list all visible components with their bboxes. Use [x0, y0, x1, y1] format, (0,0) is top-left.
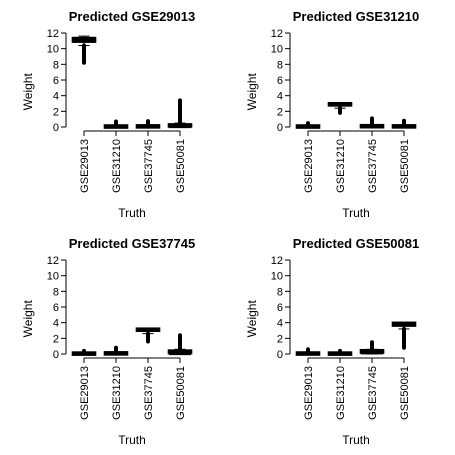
y-tick-label: 2 [53, 333, 59, 345]
panel-4: Predicted GSE50081 0 2 4 6 8 10 12 Weight GSE2901… [245, 236, 419, 447]
y-tick-label: 8 [53, 286, 59, 298]
y-tick-label: 10 [271, 271, 283, 283]
box-GSE50081 [167, 333, 193, 356]
y-tick-label: 8 [53, 59, 59, 71]
y-tick-label: 8 [277, 59, 283, 71]
y-tick-label: 6 [53, 302, 59, 314]
y-tick-label: 4 [53, 318, 59, 330]
panel-title: Predicted GSE50081 [293, 236, 419, 251]
panel-title: Predicted GSE37745 [69, 236, 195, 251]
x-tick-label: GSE31210 [335, 366, 347, 420]
y-tick-label: 6 [277, 302, 283, 314]
x-tick-label: GSE37745 [367, 366, 379, 420]
x-axis-label: Truth [342, 206, 370, 220]
x-tick-label: GSE50081 [399, 366, 411, 420]
y-tick-label: 0 [53, 122, 59, 134]
box-GSE29013 [71, 35, 97, 65]
panel-1: Predicted GSE29013 0 2 4 6 8 10 12 Weight GSE2901… [21, 9, 195, 220]
x-tick-label: GSE29013 [79, 366, 91, 420]
y-tick-label: 10 [271, 44, 283, 56]
panel-title: Predicted GSE31210 [293, 9, 419, 24]
y-tick-label: 2 [277, 106, 283, 118]
y-axis-label: Weight [21, 300, 35, 338]
y-tick-label: 4 [53, 91, 59, 103]
y-tick-label: 12 [47, 28, 59, 40]
box-GSE50081 [167, 98, 193, 129]
x-tick-label: GSE37745 [143, 366, 155, 420]
y-tick-label: 4 [277, 318, 283, 330]
panel-2: Predicted GSE31210 0 2 4 6 8 10 12 Weight GSE2901… [245, 9, 419, 220]
box-GSE37745 [359, 340, 385, 355]
x-tick-label: GSE31210 [111, 139, 123, 193]
box-GSE50081 [391, 118, 417, 129]
y-tick-label: 6 [277, 75, 283, 87]
box-GSE31210 [327, 348, 353, 356]
x-tick-label: GSE37745 [367, 139, 379, 193]
x-tick-label: GSE31210 [335, 139, 347, 193]
y-tick-label: 2 [53, 106, 59, 118]
x-axis-label: Truth [342, 433, 370, 447]
y-tick-label: 10 [47, 44, 59, 56]
box-GSE31210 [327, 101, 353, 115]
y-tick-label: 12 [271, 28, 283, 40]
y-tick-label: 4 [277, 91, 283, 103]
x-tick-label: GSE31210 [111, 366, 123, 420]
y-tick-label: 0 [53, 349, 59, 361]
x-axis-label: Truth [118, 433, 146, 447]
x-tick-label: GSE50081 [175, 139, 187, 193]
box-GSE31210 [103, 345, 129, 356]
x-axis-label: Truth [118, 206, 146, 220]
box-GSE29013 [295, 347, 321, 356]
panel-title: Predicted GSE29013 [69, 9, 195, 24]
y-tick-label: 0 [277, 349, 283, 361]
box-GSE50081 [391, 321, 417, 350]
y-tick-label: 0 [277, 122, 283, 134]
y-axis-label: Weight [21, 73, 35, 111]
box-GSE29013 [295, 121, 321, 129]
y-tick-label: 12 [271, 255, 283, 267]
x-tick-label: GSE29013 [303, 366, 315, 420]
y-tick-label: 8 [277, 286, 283, 298]
box-GSE37745 [135, 327, 161, 344]
y-axis-label: Weight [245, 73, 259, 111]
x-tick-label: GSE50081 [175, 366, 187, 420]
y-tick-label: 2 [277, 333, 283, 345]
box-GSE31210 [103, 119, 129, 129]
x-tick-label: GSE29013 [303, 139, 315, 193]
y-tick-label: 12 [47, 255, 59, 267]
box-GSE37745 [359, 116, 385, 129]
box-GSE29013 [71, 348, 97, 356]
x-tick-label: GSE29013 [79, 139, 91, 193]
y-tick-label: 6 [53, 75, 59, 87]
y-tick-label: 10 [47, 271, 59, 283]
x-tick-label: GSE50081 [399, 139, 411, 193]
x-tick-label: GSE37745 [143, 139, 155, 193]
box-GSE37745 [135, 119, 161, 129]
panel-3: Predicted GSE37745 0 2 4 6 8 10 12 Weight GSE2901… [21, 236, 195, 447]
y-axis-label: Weight [245, 300, 259, 338]
